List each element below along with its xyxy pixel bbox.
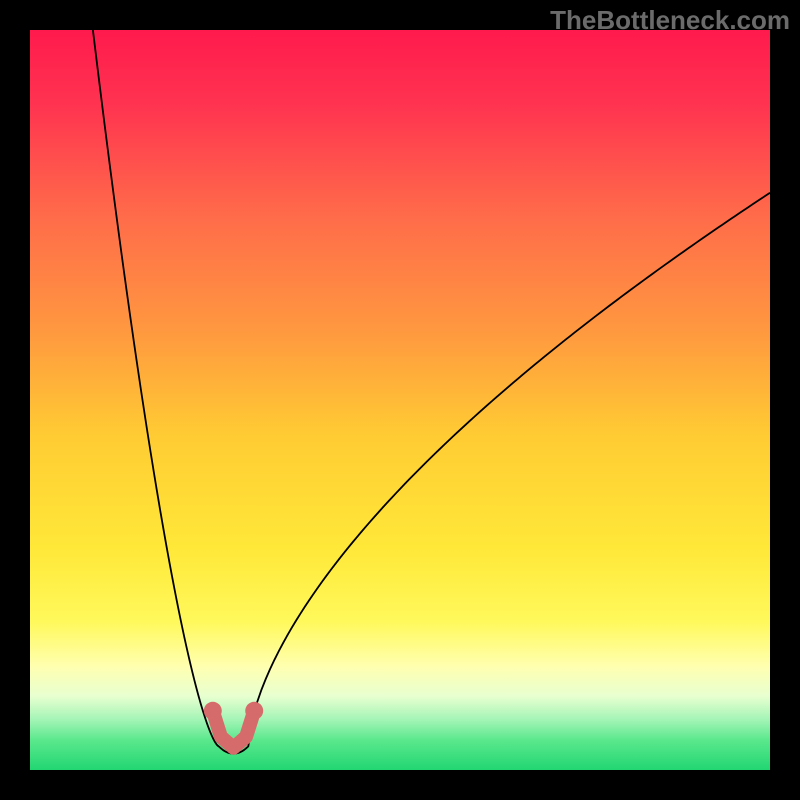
bottleneck-chart [30, 30, 770, 770]
segment-right-dot [245, 702, 263, 720]
gradient-background [30, 30, 770, 770]
segment-left-dot [204, 702, 222, 720]
chart-container: TheBottleneck.com [0, 0, 800, 800]
